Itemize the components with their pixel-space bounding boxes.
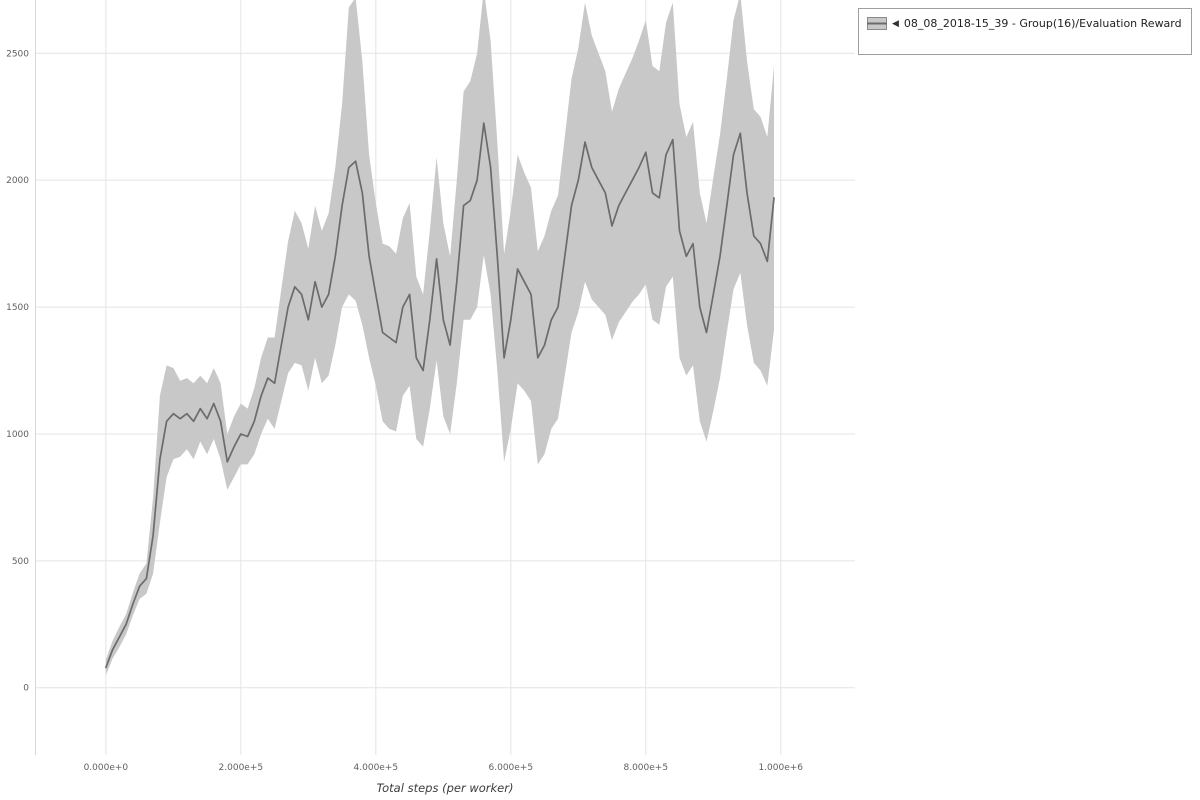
y-tick-label: 2500 xyxy=(6,49,29,59)
y-tick-label: 0 xyxy=(23,684,29,694)
x-tick-label: 4.000e+5 xyxy=(354,763,399,773)
y-tick-label: 500 xyxy=(12,557,29,567)
legend-series-swatch-icon xyxy=(867,17,887,30)
x-tick-label: 0.000e+0 xyxy=(84,763,129,773)
x-tick-label: 8.000e+5 xyxy=(623,763,668,773)
legend-series-label: 08_08_2018-15_39 - Group(16)/Evaluation … xyxy=(903,17,1182,30)
chart-svg[interactable]: 0 500 1000 1500 2000 2500 0.000e+0 2.000e+5 4.00… xyxy=(0,0,858,800)
legend-collapse-icon[interactable]: ◀ xyxy=(892,18,899,29)
confidence-band xyxy=(105,0,774,676)
x-tick-label: 1.000e+6 xyxy=(758,763,803,773)
y-tick-label: 1500 xyxy=(6,303,29,313)
legend-panel: ◀ 08_08_2018-15_39 - Group(16)/Evaluatio… xyxy=(858,8,1192,55)
x-tick-label: 6.000e+5 xyxy=(489,763,534,773)
x-tick-label: 2.000e+5 xyxy=(219,763,264,773)
legend-item[interactable]: ◀ 08_08_2018-15_39 - Group(16)/Evaluatio… xyxy=(867,17,1183,30)
mean-line xyxy=(105,122,775,669)
x-axis-title: Total steps (per worker) xyxy=(376,781,514,795)
y-tick-label: 2000 xyxy=(6,176,29,186)
evaluation-reward-chart[interactable]: 0 500 1000 1500 2000 2500 0.000e+0 2.000e+5 4.00… xyxy=(0,0,858,800)
y-tick-label: 1000 xyxy=(6,430,29,440)
